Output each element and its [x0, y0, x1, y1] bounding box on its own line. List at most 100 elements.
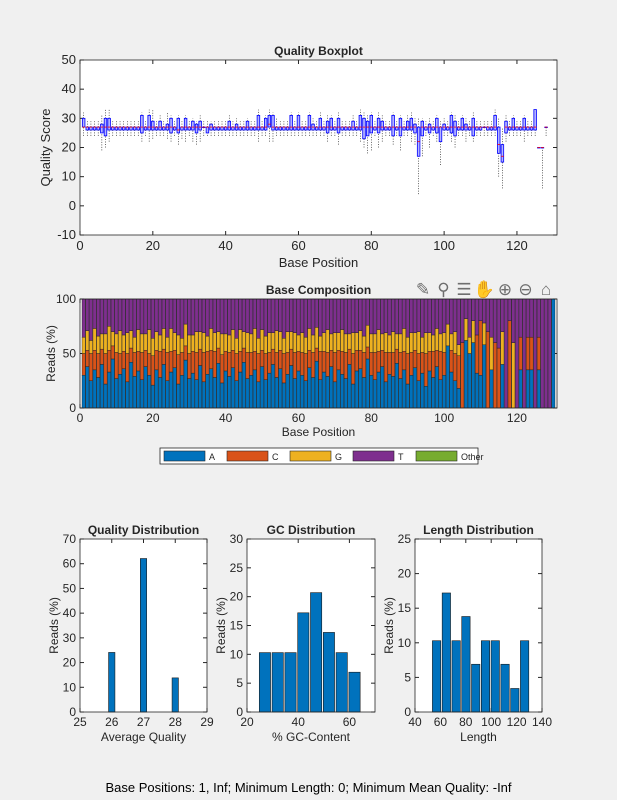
box	[191, 120, 195, 131]
bar-A-66	[318, 379, 323, 409]
box	[515, 126, 519, 131]
bar-A-65	[314, 360, 319, 409]
bar-C-2	[85, 350, 90, 367]
bar-C-31	[191, 351, 195, 374]
bar-G-63	[307, 328, 312, 351]
zoom-in-icon[interactable]: ⊕	[498, 280, 512, 299]
bar-C-63	[307, 350, 312, 368]
box-111	[482, 121, 486, 136]
bar-28	[171, 677, 179, 713]
pan-hand-icon[interactable]: ✋	[474, 279, 495, 299]
bar-T-114	[493, 298, 497, 343]
bar-G-116	[500, 331, 505, 365]
bar-42	[297, 612, 310, 713]
box	[296, 115, 301, 131]
legend-icon[interactable]: ☰	[456, 280, 471, 299]
y-tick-label: 5	[236, 676, 243, 690]
bar-G-10	[114, 333, 119, 353]
bar-T-99	[438, 298, 443, 335]
bar-G-49	[256, 338, 261, 354]
box	[507, 126, 512, 131]
bar-A-87	[394, 363, 399, 409]
bar-T-40	[223, 298, 228, 335]
bar-G-75	[351, 332, 355, 354]
bar-C-126	[536, 336, 541, 371]
bar-A-91	[409, 375, 414, 409]
bar-C-8	[107, 350, 111, 373]
box-114	[493, 109, 497, 136]
x-tick-label: 120	[507, 411, 527, 425]
bar-C-43	[234, 353, 239, 381]
bar-C-93	[416, 353, 421, 381]
bar-A-68	[325, 376, 330, 409]
bar-C-36	[209, 350, 213, 369]
chart-title: GC Distribution	[267, 523, 356, 537]
box-3	[89, 121, 93, 136]
bar-A-52	[267, 372, 272, 409]
data-tips-icon-glyph: ⚲	[437, 280, 449, 299]
data-tips-icon[interactable]: ⚲	[437, 280, 449, 299]
legend-label-A: A	[209, 452, 215, 462]
bar-G-25	[169, 328, 173, 352]
bar-T-36	[209, 298, 213, 329]
bar-G-111	[482, 322, 487, 345]
bar-G-77	[358, 330, 363, 351]
bar-A-49	[256, 381, 261, 409]
box-55	[278, 121, 282, 136]
box-8	[107, 109, 111, 142]
x-tick-label: 40	[408, 715, 422, 729]
bar-G-7	[103, 333, 108, 354]
bar-G-97	[431, 334, 436, 352]
bar-C-65	[314, 347, 319, 362]
bar-G-26	[172, 332, 177, 351]
bar-T-89	[402, 298, 406, 329]
x-tick-label: 100	[481, 715, 501, 729]
box	[362, 117, 366, 140]
bar-110.9	[500, 663, 510, 713]
bar-G-42	[231, 329, 235, 351]
bar-G-83	[380, 333, 385, 351]
home-icon[interactable]: ⌂	[541, 280, 551, 299]
bar-A-92	[413, 367, 417, 409]
x-axis-label: Length	[460, 730, 497, 744]
box-83	[380, 115, 384, 142]
bar-T-102	[449, 298, 454, 335]
bar-G-28	[180, 338, 184, 353]
box	[467, 126, 472, 131]
bar-A-63	[307, 367, 312, 409]
box	[322, 126, 326, 131]
bar-T-31	[191, 298, 195, 336]
bar-A-31	[191, 372, 195, 409]
bar-A-77	[358, 368, 363, 409]
bar-A-10	[114, 378, 119, 409]
bar-57	[335, 652, 348, 713]
bar-T-48	[252, 298, 257, 329]
box	[282, 126, 286, 131]
bar-T-110	[478, 298, 483, 321]
bar-G-59	[292, 332, 297, 353]
bar-C-76	[354, 350, 359, 372]
bar-G-82	[376, 329, 381, 352]
axes-toolbar: ✎ ⚲ ☰ ✋ ⊕ ⊖ ⌂	[416, 279, 551, 299]
bar-T-85	[387, 298, 392, 336]
box	[478, 126, 483, 131]
box-81	[373, 121, 377, 136]
box	[376, 117, 381, 134]
bar-G-54	[274, 330, 279, 353]
y-tick-label: 50	[63, 347, 77, 361]
bar-T-103	[453, 298, 457, 332]
bar-T-1	[81, 298, 86, 338]
box-26	[172, 121, 177, 136]
box-21	[154, 121, 159, 136]
bar-G-94	[420, 336, 425, 353]
bar-G-20	[150, 338, 155, 356]
y-tick-label: -10	[57, 227, 76, 242]
bar-G-68	[325, 329, 330, 353]
box	[355, 126, 359, 131]
bar-G-16	[136, 329, 141, 352]
box	[172, 126, 177, 131]
bar-T-54	[274, 298, 279, 331]
brush-icon[interactable]: ✎	[416, 280, 430, 299]
box	[380, 120, 384, 131]
zoom-out-icon[interactable]: ⊖	[518, 280, 532, 299]
